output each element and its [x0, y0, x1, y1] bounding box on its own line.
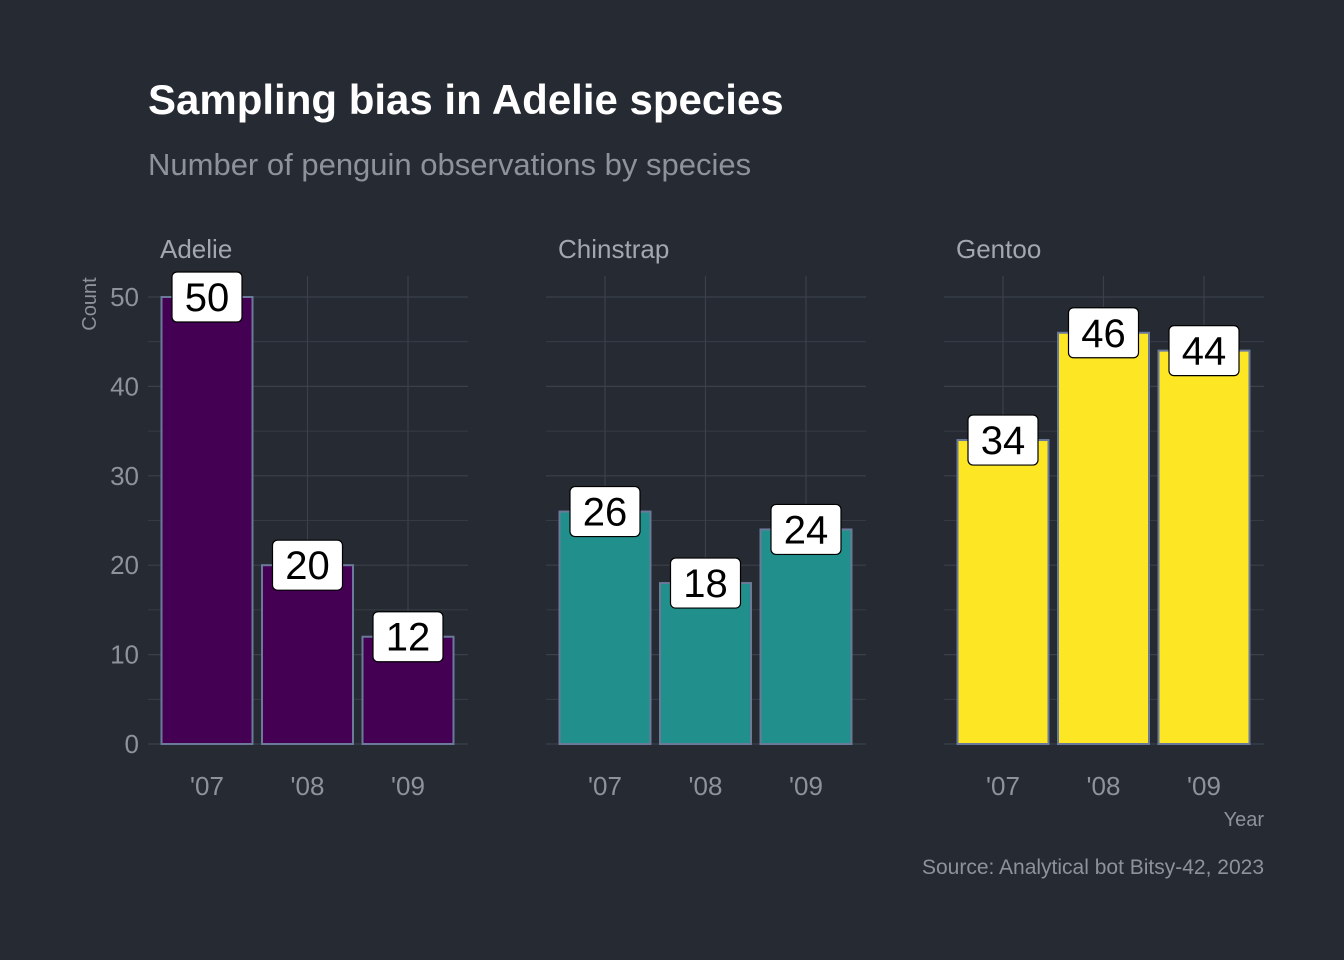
y-tick-label: 50 [110, 282, 139, 312]
x-tick-label: '08 [689, 771, 723, 801]
x-tick-label: '08 [1087, 771, 1121, 801]
x-tick-label: '08 [291, 771, 325, 801]
bar [160, 296, 254, 745]
data-label: 50 [185, 276, 230, 320]
data-label: 44 [1182, 330, 1227, 374]
y-tick-label: 20 [110, 550, 139, 580]
data-label-box [770, 503, 842, 556]
y-axis: 0 10 20 30 40 50 [110, 282, 139, 759]
data-label-box [171, 271, 243, 323]
facet-strip-label: Gentoo [956, 234, 1041, 264]
data-label-box [1168, 325, 1240, 377]
x-tick-label: '09 [391, 771, 425, 801]
chart-title: Sampling bias in Adelie species [148, 76, 784, 123]
data-label-box [967, 414, 1039, 466]
data-label-box [569, 485, 641, 538]
bar [1057, 331, 1150, 745]
chart-caption: Source: Analytical bot Bitsy-42, 2023 [922, 856, 1264, 879]
bar [261, 564, 354, 746]
y-tick-label: 40 [110, 371, 139, 401]
x-axis-title: Year [1224, 809, 1265, 831]
data-label-box [1067, 307, 1140, 359]
data-label: 20 [285, 544, 330, 588]
facet-strip-label: Chinstrap [558, 234, 669, 264]
bar [558, 510, 652, 745]
y-tick-label: 0 [125, 729, 139, 759]
data-label-box [669, 557, 742, 609]
y-tick-label: 30 [110, 461, 139, 491]
x-tick-label: '09 [789, 771, 823, 801]
data-label-box [372, 611, 444, 663]
x-tick-label: '07 [986, 771, 1020, 801]
data-label: 18 [683, 562, 728, 606]
x-tick-label: '07 [588, 771, 622, 801]
bar [1157, 349, 1251, 745]
data-label: 26 [583, 491, 628, 535]
data-label-box [271, 539, 344, 591]
bar [759, 528, 853, 745]
chart-subtitle: Number of penguin observations by specie… [148, 147, 751, 182]
bar [956, 439, 1050, 745]
facet-panels: Adelie '07 '08 '09 50 20 12 Chinstrap '07 '08 '09 2… [148, 234, 1264, 801]
facet-panel-chinstrap: Chinstrap '07 '08 '09 26 18 24 [546, 234, 866, 801]
data-label: 24 [784, 508, 829, 552]
y-tick-label: 10 [110, 640, 139, 670]
data-label: 34 [981, 419, 1026, 463]
x-tick-label: '09 [1187, 771, 1221, 801]
bar [659, 582, 752, 746]
facet-strip-label: Adelie [160, 234, 232, 264]
y-axis-title: Count [79, 277, 101, 331]
x-tick-label: '07 [190, 771, 224, 801]
facet-panel-adelie: Adelie '07 '08 '09 50 20 12 [148, 234, 468, 801]
data-label: 12 [386, 616, 431, 660]
data-label: 46 [1081, 312, 1126, 356]
facet-panel-gentoo: Gentoo '07 '08 '09 34 46 44 [944, 234, 1264, 801]
